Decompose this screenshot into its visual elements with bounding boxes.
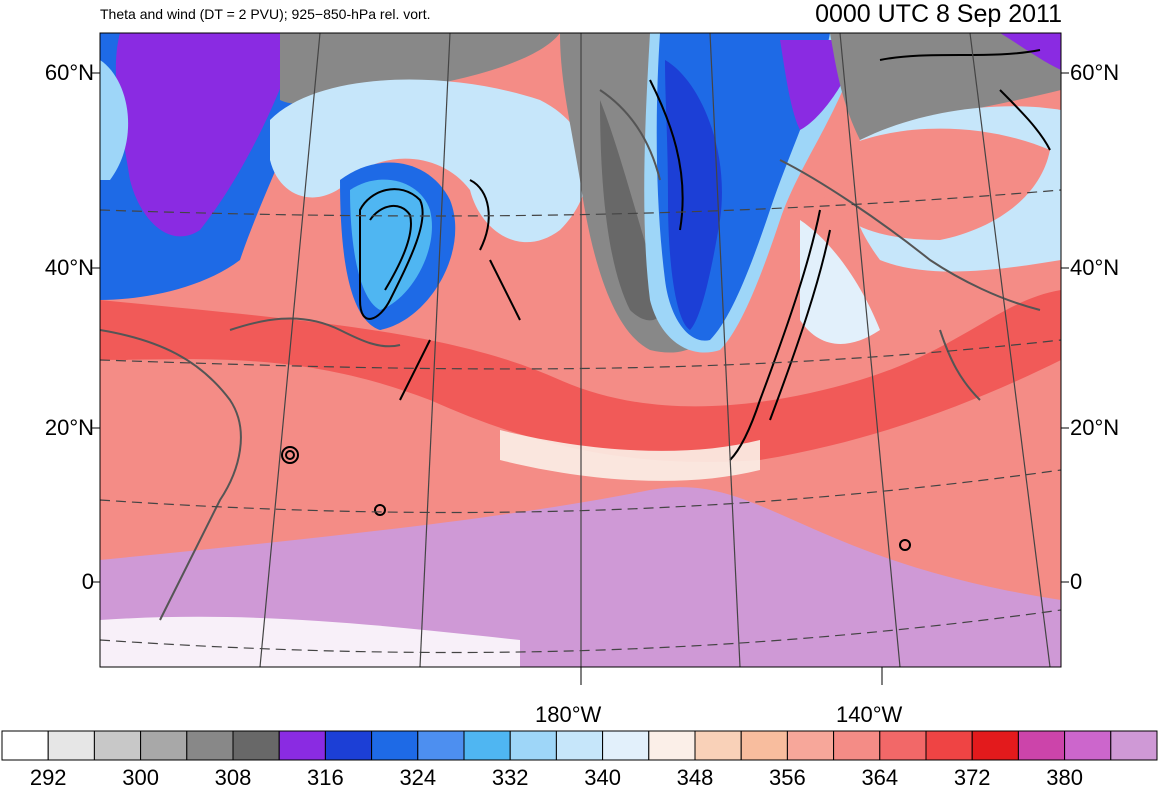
- colorbar-swatch: [833, 730, 881, 761]
- colorbar-swatch: [417, 730, 465, 761]
- lon-label-140w: 140°W: [836, 702, 903, 727]
- missing-data-area: [100, 616, 520, 667]
- colorbar-swatch: [602, 730, 650, 761]
- colorbar-label: 356: [769, 765, 806, 790]
- colorbar-swatch: [324, 730, 373, 761]
- coastlines: [100, 89, 1041, 621]
- colorbar-swatch: [1, 730, 49, 761]
- eastern-streamer: [800, 220, 880, 344]
- subtropical-red-band: [100, 290, 1061, 462]
- colorbar-label: 308: [214, 765, 252, 790]
- colorbar-label: 380: [1046, 765, 1083, 790]
- lat-label-40n: 40°N: [44, 255, 94, 280]
- colorbar-swatch: [140, 730, 188, 761]
- wave-crest-light-blue: [270, 79, 588, 243]
- colorbar-label: 372: [953, 765, 991, 790]
- colorbar-swatch: [555, 730, 604, 761]
- lat-label-20n-right: 20°N: [1070, 415, 1120, 440]
- lat-label-40n-right: 40°N: [1070, 255, 1120, 280]
- lat-label-20n: 20°N: [44, 415, 94, 440]
- lat-label-60n: 60°N: [44, 60, 94, 85]
- cutoff-inner: [350, 179, 432, 310]
- colorbar-swatch: [509, 730, 557, 761]
- lat-label-60n-right: 60°N: [1070, 60, 1120, 85]
- colorbar-swatch: [232, 730, 280, 761]
- colorbar-swatch: [1017, 730, 1066, 761]
- lat-label-eq: 0: [81, 569, 94, 594]
- theta-map: [92, 32, 1069, 685]
- northeast-gray: [830, 33, 1061, 140]
- colorbar-label: 332: [491, 765, 529, 790]
- colorbar-swatch: [925, 730, 973, 761]
- axis-ticks: [92, 72, 1069, 685]
- colorbar-label: 292: [29, 765, 67, 790]
- western-light-blue: [100, 60, 129, 180]
- colorbar-swatch: [463, 730, 511, 761]
- light-streak: [500, 430, 760, 481]
- colorbar-swatch: [694, 730, 742, 761]
- colorbar-swatch: [648, 730, 696, 761]
- colorbar-label: 348: [676, 765, 714, 790]
- colorbar-swatch: [740, 730, 788, 761]
- colorbar-swatch: [879, 730, 927, 761]
- colorbar-label: 324: [399, 765, 437, 790]
- vorticity-contours: [281, 49, 1051, 551]
- western-purple-region: [115, 33, 300, 237]
- colorbar-label: 340: [584, 765, 621, 790]
- colorbar-swatch: [1064, 730, 1112, 761]
- colorbar-label: 316: [307, 765, 344, 790]
- eastern-trough-deep: [665, 60, 722, 330]
- valid-time: 0000 UTC 8 Sep 2011: [815, 0, 1062, 28]
- colorbar-swatch: [278, 730, 326, 761]
- colorbar-swatch: [186, 730, 234, 761]
- colorbar-swatch: [47, 730, 95, 761]
- meridians: [259, 33, 1051, 667]
- map-title: Theta and wind (DT = 2 PVU); 925−850-hPa…: [100, 6, 431, 22]
- colorbar-label: 364: [861, 765, 899, 790]
- colorbar-label: 300: [122, 765, 159, 790]
- colorbar-swatch: [1110, 730, 1158, 761]
- colorbar-swatch: [371, 730, 419, 761]
- lon-label-180w: 180°W: [535, 702, 602, 727]
- lat-label-eq-right: 0: [1070, 569, 1083, 594]
- colorbar-swatch: [971, 730, 1019, 761]
- colorbar-swatch: [93, 730, 142, 761]
- colorbar: [1, 730, 1158, 761]
- colorbar-swatch: [786, 730, 835, 761]
- grid-lines: [100, 189, 1061, 654]
